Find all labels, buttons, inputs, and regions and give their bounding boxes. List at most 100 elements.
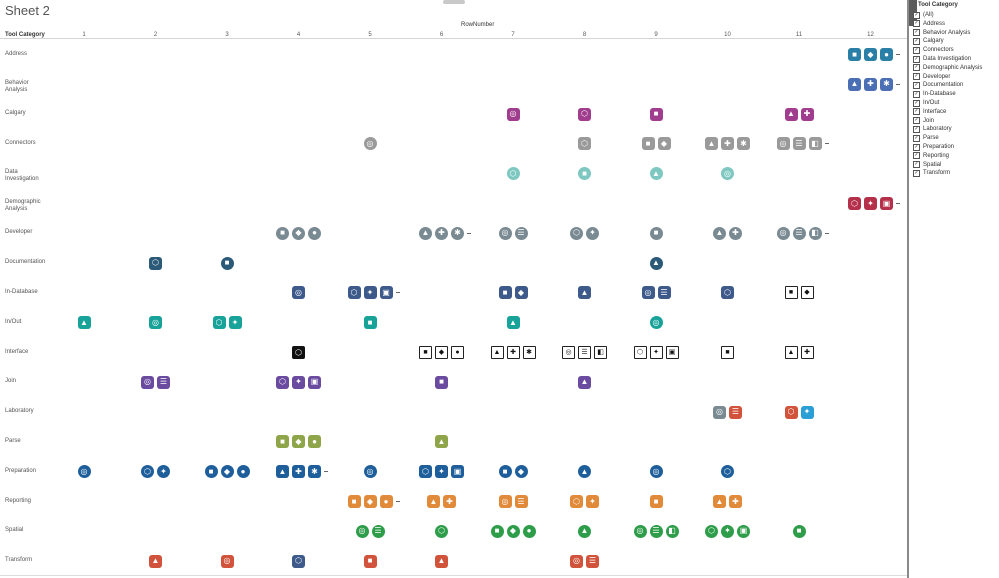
developer-tool-icon[interactable]: ▲ <box>419 226 432 240</box>
transform-tool-icon[interactable]: ▲ <box>149 554 162 568</box>
filter-checkbox[interactable]: ✓ <box>913 37 920 45</box>
data-investigation-tool-icon[interactable]: ■ <box>578 167 591 181</box>
interface-tool-icon[interactable]: ✱ <box>522 346 536 359</box>
interface-tool-icon[interactable]: ▲ <box>490 346 504 359</box>
laboratory-tool-icon[interactable]: ☰ <box>729 405 742 419</box>
reporting-tool-icon[interactable]: ◎ <box>498 495 512 508</box>
filter-item[interactable]: ✓ Connectors <box>913 46 954 54</box>
calgary-tool-icon[interactable]: ◎ <box>506 107 520 121</box>
spatial-tool-icon[interactable]: ☰ <box>649 524 663 538</box>
preparation-tool-icon[interactable]: ◎ <box>649 465 663 479</box>
filter-item[interactable]: ✓ In/Out <box>913 99 939 107</box>
reporting-tool-icon[interactable]: ▲ <box>713 495 726 508</box>
spatial-tool-icon[interactable]: ■ <box>490 524 504 538</box>
behavior-analysis-tool-icon[interactable]: ✱ <box>880 77 893 91</box>
preparation-tool-icon[interactable]: ▲ <box>276 465 289 479</box>
connectors-tool-icon[interactable]: ⬡ <box>578 137 591 151</box>
preparation-tool-icon[interactable]: ◆ <box>514 465 528 479</box>
transform-tool-icon[interactable]: ◎ <box>220 554 234 568</box>
filter-item[interactable]: ✓ Join <box>913 117 934 125</box>
developer-tool-icon[interactable]: ◧ <box>808 226 822 240</box>
filter-item[interactable]: ✓ Parse <box>913 134 939 142</box>
spatial-tool-icon[interactable]: ● <box>522 524 536 538</box>
interface-tool-icon[interactable]: ● <box>451 346 464 359</box>
developer-tool-icon[interactable]: ■ <box>276 226 289 240</box>
filter-checkbox[interactable]: ✓ <box>913 134 920 142</box>
in-database-tool-icon[interactable]: ▣ <box>379 286 393 300</box>
developer-tool-icon[interactable]: ☰ <box>792 226 806 240</box>
address-tool-icon[interactable]: ■ <box>848 48 861 61</box>
in-out-tool-icon[interactable]: ⬡ <box>212 316 226 330</box>
data-investigation-tool-icon[interactable]: ▲ <box>649 167 663 181</box>
spatial-tool-icon[interactable]: ◎ <box>355 524 369 538</box>
filter-checkbox[interactable]: ✓ <box>913 20 920 28</box>
connectors-tool-icon[interactable]: ✱ <box>737 137 750 151</box>
filter-checkbox[interactable]: ✓ <box>913 73 920 81</box>
reporting-tool-icon[interactable]: ▲ <box>427 495 440 508</box>
preparation-tool-icon[interactable]: ✱ <box>308 465 321 479</box>
filter-item[interactable]: ✓ Reporting <box>913 152 949 160</box>
interface-tool-icon[interactable]: ■ <box>419 346 432 359</box>
documentation-tool-icon[interactable]: ⬡ <box>149 256 162 270</box>
behavior-analysis-tool-icon[interactable]: ✚ <box>864 77 877 91</box>
transform-tool-icon[interactable]: ⬡ <box>292 554 305 568</box>
preparation-tool-icon[interactable]: ■ <box>204 465 218 479</box>
calgary-tool-icon[interactable]: ⬡ <box>578 107 591 121</box>
data-investigation-tool-icon[interactable]: ⬡ <box>506 167 520 181</box>
preparation-tool-icon[interactable]: ⬡ <box>419 465 432 479</box>
connectors-tool-icon[interactable]: ✚ <box>721 137 734 151</box>
in-out-tool-icon[interactable]: ◎ <box>649 316 663 330</box>
demographic-analysis-tool-icon[interactable]: ⬡ <box>848 197 861 210</box>
developer-tool-icon[interactable]: ⬡ <box>570 226 583 240</box>
filter-checkbox[interactable]: ✓ <box>913 46 920 54</box>
spatial-tool-icon[interactable]: ■ <box>792 524 806 538</box>
in-database-tool-icon[interactable]: ◎ <box>641 286 655 300</box>
transform-tool-icon[interactable]: ◎ <box>570 554 583 568</box>
connectors-tool-icon[interactable]: ☰ <box>792 137 806 151</box>
in-database-tool-icon[interactable]: ■ <box>784 286 798 300</box>
parse-tool-icon[interactable]: ● <box>308 435 321 449</box>
filter-item[interactable]: ✓ Spatial <box>913 161 941 169</box>
filter-item[interactable]: ✓ Developer <box>913 73 950 81</box>
developer-tool-icon[interactable]: ☰ <box>514 226 528 240</box>
developer-tool-icon[interactable]: ● <box>308 226 321 240</box>
filter-checkbox[interactable]: ✓ <box>913 99 920 107</box>
filter-item[interactable]: ✓ Behavior Analysis <box>913 29 970 37</box>
preparation-tool-icon[interactable]: ✚ <box>292 465 305 479</box>
documentation-tool-icon[interactable]: ▲ <box>649 256 663 270</box>
interface-tool-icon[interactable]: ▲ <box>784 346 798 359</box>
filter-item[interactable]: ✓ Laboratory <box>913 125 952 133</box>
join-tool-icon[interactable]: ⬡ <box>276 375 289 389</box>
filter-checkbox[interactable]: ✓ <box>913 81 920 89</box>
developer-tool-icon[interactable]: ▲ <box>713 226 726 240</box>
preparation-tool-icon[interactable]: ▲ <box>578 465 591 479</box>
preparation-tool-icon[interactable]: ⬡ <box>141 465 154 479</box>
filter-item[interactable]: ✓ Demographic Analysis <box>913 64 982 72</box>
behavior-analysis-tool-icon[interactable]: ▲ <box>848 77 861 91</box>
laboratory-tool-icon[interactable]: ⬡ <box>784 405 798 419</box>
preparation-tool-icon[interactable]: ■ <box>498 465 512 479</box>
in-out-tool-icon[interactable]: ■ <box>363 316 377 330</box>
reporting-tool-icon[interactable]: ✦ <box>586 495 599 508</box>
developer-tool-icon[interactable]: ✦ <box>586 226 599 240</box>
reporting-tool-icon[interactable]: ■ <box>649 495 663 508</box>
preparation-tool-icon[interactable]: ▣ <box>451 465 464 479</box>
filter-checkbox[interactable]: ✓ <box>913 11 920 19</box>
demographic-analysis-tool-icon[interactable]: ✦ <box>864 197 877 210</box>
transform-tool-icon[interactable]: ☰ <box>586 554 599 568</box>
calgary-tool-icon[interactable]: ✚ <box>800 107 814 121</box>
filter-item[interactable]: ✓ Data Investigation <box>913 55 971 63</box>
calgary-tool-icon[interactable]: ▲ <box>784 107 798 121</box>
in-out-tool-icon[interactable]: ▲ <box>506 316 520 330</box>
join-tool-icon[interactable]: ▣ <box>308 375 321 389</box>
in-out-tool-icon[interactable]: ▲ <box>77 316 91 330</box>
address-tool-icon[interactable]: ◆ <box>864 48 877 61</box>
spatial-tool-icon[interactable]: ✦ <box>721 524 734 538</box>
in-database-tool-icon[interactable]: ⬡ <box>347 286 361 300</box>
spatial-tool-icon[interactable]: ☰ <box>371 524 385 538</box>
spatial-tool-icon[interactable]: ◎ <box>633 524 647 538</box>
in-database-tool-icon[interactable]: ◆ <box>800 286 814 300</box>
reporting-tool-icon[interactable]: ■ <box>347 495 361 508</box>
in-database-tool-icon[interactable]: ▲ <box>578 286 591 300</box>
filter-checkbox[interactable]: ✓ <box>913 117 920 125</box>
